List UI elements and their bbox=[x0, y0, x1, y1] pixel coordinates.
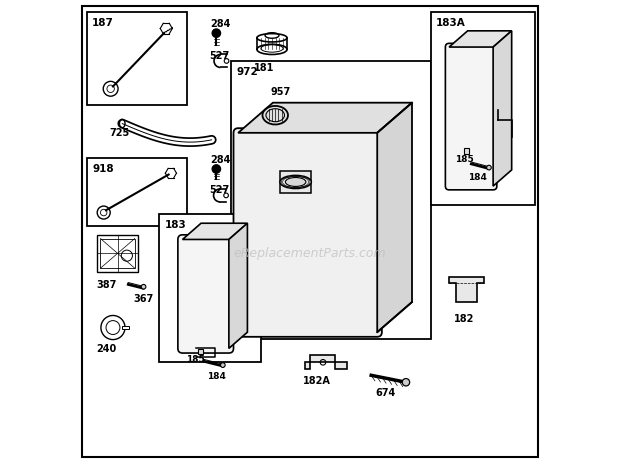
Polygon shape bbox=[229, 223, 247, 348]
Text: 184: 184 bbox=[206, 372, 226, 380]
Polygon shape bbox=[493, 31, 512, 186]
Ellipse shape bbox=[221, 363, 225, 367]
FancyBboxPatch shape bbox=[178, 235, 234, 353]
Bar bbox=[122, 326, 129, 329]
Polygon shape bbox=[377, 103, 412, 332]
Ellipse shape bbox=[285, 178, 306, 186]
Ellipse shape bbox=[402, 379, 410, 386]
Text: 187: 187 bbox=[92, 18, 114, 28]
Polygon shape bbox=[238, 103, 412, 133]
Polygon shape bbox=[306, 355, 347, 369]
Text: 184: 184 bbox=[467, 173, 487, 182]
Circle shape bbox=[212, 29, 221, 37]
Text: 918: 918 bbox=[92, 164, 113, 174]
Bar bbox=[280, 171, 311, 193]
FancyBboxPatch shape bbox=[445, 43, 497, 190]
Text: 957: 957 bbox=[270, 86, 291, 97]
Bar bbox=[87, 12, 187, 105]
Text: 183: 183 bbox=[165, 219, 187, 230]
Polygon shape bbox=[449, 31, 512, 47]
Bar bbox=[100, 239, 135, 268]
Text: 725: 725 bbox=[110, 128, 130, 138]
Text: 185: 185 bbox=[454, 155, 474, 164]
Polygon shape bbox=[182, 223, 247, 239]
Text: 367: 367 bbox=[134, 294, 154, 304]
Text: 674: 674 bbox=[376, 388, 396, 399]
Ellipse shape bbox=[487, 165, 491, 170]
Text: 972: 972 bbox=[237, 66, 259, 77]
Bar bbox=[198, 349, 203, 354]
Bar bbox=[159, 214, 261, 362]
Ellipse shape bbox=[280, 175, 311, 189]
Text: 387: 387 bbox=[97, 280, 117, 290]
Bar bbox=[97, 235, 138, 272]
Text: eReplacementParts.com: eReplacementParts.com bbox=[234, 247, 386, 260]
Bar bbox=[430, 12, 535, 205]
Polygon shape bbox=[449, 277, 484, 302]
Text: 185: 185 bbox=[186, 355, 205, 364]
Text: 182: 182 bbox=[454, 313, 474, 324]
Text: 527: 527 bbox=[210, 186, 229, 195]
Text: 284: 284 bbox=[210, 155, 231, 165]
Text: 284: 284 bbox=[210, 19, 231, 28]
Circle shape bbox=[212, 165, 221, 173]
Text: 240: 240 bbox=[97, 344, 117, 354]
Text: 183A: 183A bbox=[436, 18, 466, 28]
Text: 182A: 182A bbox=[303, 376, 331, 386]
Text: 527: 527 bbox=[210, 51, 229, 61]
Bar bbox=[231, 61, 430, 339]
Text: 181: 181 bbox=[254, 63, 275, 73]
FancyBboxPatch shape bbox=[234, 128, 382, 337]
Bar bbox=[464, 148, 469, 154]
Ellipse shape bbox=[141, 285, 146, 289]
Bar bbox=[87, 158, 187, 226]
